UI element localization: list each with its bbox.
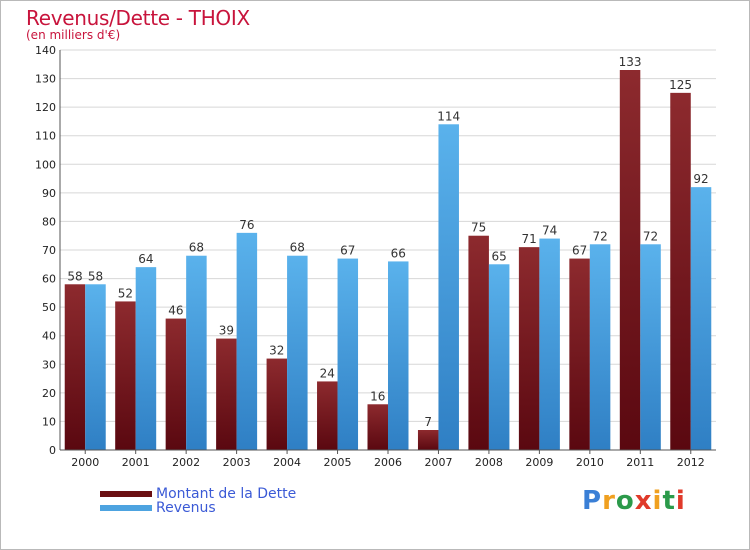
- data-label-debt-2006: 16: [370, 389, 385, 403]
- bar-revenus-2002: [186, 255, 207, 450]
- x-tick-label: 2002: [172, 456, 200, 469]
- bar-revenus-2010: [589, 244, 611, 450]
- y-tick-label: 40: [42, 330, 56, 343]
- x-tick-label: 2001: [122, 456, 150, 469]
- bar-revenus-2005: [337, 258, 359, 450]
- y-tick-label: 10: [42, 415, 56, 428]
- data-label-revenus-2011: 72: [643, 229, 658, 243]
- legend-item-revenus: Revenus: [100, 500, 216, 516]
- y-tick-label: 90: [42, 187, 56, 200]
- bar-debt-2010: [569, 258, 590, 450]
- x-tick-label: 2012: [677, 456, 705, 469]
- bar-revenus-2012: [690, 187, 712, 450]
- data-label-debt-2004: 32: [269, 344, 284, 358]
- x-tick-label: 2006: [374, 456, 402, 469]
- proxiti-logo: Proxiti: [582, 486, 686, 516]
- bar-debt-2006: [367, 404, 388, 450]
- bar-debt-2001: [115, 301, 136, 450]
- logo-letter: P: [582, 486, 603, 516]
- x-tick-label: 2004: [273, 456, 301, 469]
- logo-letter: r: [602, 486, 616, 516]
- data-label-debt-2008: 75: [471, 221, 486, 235]
- chart-subtitle: (en milliers d'€): [26, 28, 121, 42]
- y-tick-label: 120: [35, 101, 56, 114]
- bar-debt-2002: [165, 318, 187, 450]
- y-tick-label: 100: [35, 158, 56, 171]
- bar-debt-2007: [417, 430, 439, 450]
- x-tick-label: 2005: [324, 456, 352, 469]
- data-label-revenus-2002: 68: [189, 241, 204, 255]
- bar-revenus-2004: [287, 255, 308, 450]
- bar-revenus-2009: [539, 238, 560, 450]
- data-label-debt-2001: 52: [118, 286, 133, 300]
- logo-letter: i: [652, 486, 663, 516]
- y-tick-label: 0: [49, 444, 56, 457]
- bar-debt-2009: [518, 247, 540, 450]
- legend-swatch-debt: [100, 491, 152, 497]
- data-label-revenus-2004: 68: [290, 241, 305, 255]
- bar-revenus-2000: [85, 284, 106, 450]
- data-label-revenus-2012: 92: [693, 172, 708, 186]
- x-tick-label: 2009: [525, 456, 553, 469]
- data-label-revenus-2001: 64: [138, 252, 153, 266]
- legend-item-debt: Montant de la Dette: [100, 486, 297, 502]
- x-tick-label: 2008: [475, 456, 503, 469]
- y-tick-label: 30: [42, 358, 56, 371]
- bar-debt-2000: [64, 284, 86, 450]
- data-label-revenus-2010: 72: [592, 229, 607, 243]
- legend-swatch-revenus: [100, 505, 152, 511]
- bar-debt-2005: [317, 381, 338, 450]
- y-tick-label: 60: [42, 273, 56, 286]
- bar-debt-2008: [468, 235, 489, 450]
- data-label-debt-2010: 67: [572, 244, 587, 258]
- data-label-revenus-2000: 58: [88, 269, 103, 283]
- bar-debt-2004: [266, 358, 288, 450]
- y-tick-label: 140: [35, 44, 56, 57]
- data-label-revenus-2005: 67: [340, 244, 355, 258]
- y-tick-label: 130: [35, 73, 56, 86]
- x-tick-label: 2007: [424, 456, 452, 469]
- data-label-debt-2007: 7: [424, 415, 432, 429]
- legend-label-revenus: Revenus: [156, 500, 216, 516]
- bar-revenus-2006: [388, 261, 409, 450]
- data-label-revenus-2006: 66: [391, 246, 406, 260]
- y-tick-label: 80: [42, 215, 56, 228]
- data-label-revenus-2003: 76: [239, 218, 254, 232]
- y-tick-label: 110: [35, 130, 56, 143]
- logo-letter: x: [634, 486, 653, 516]
- bar-revenus-2001: [135, 267, 157, 450]
- data-label-debt-2005: 24: [320, 366, 335, 380]
- x-tick-label: 2000: [71, 456, 99, 469]
- x-tick-label: 2011: [626, 456, 654, 469]
- bar-debt-2011: [619, 70, 641, 450]
- logo-letter: o: [615, 486, 635, 516]
- y-tick-label: 20: [42, 387, 56, 400]
- y-tick-label: 70: [42, 244, 56, 257]
- x-tick-label: 2003: [223, 456, 251, 469]
- data-label-revenus-2007: 114: [437, 109, 460, 123]
- data-label-revenus-2008: 65: [492, 249, 507, 263]
- legend-label-debt: Montant de la Dette: [156, 486, 297, 502]
- logo-letter: i: [675, 486, 686, 516]
- chart-title: Revenus/Dette - THOIX: [26, 6, 250, 30]
- data-label-debt-2003: 39: [219, 324, 234, 338]
- data-label-debt-2011: 133: [619, 55, 642, 69]
- x-tick-label: 2010: [576, 456, 604, 469]
- bar-revenus-2007: [438, 124, 459, 451]
- data-label-debt-2000: 58: [67, 269, 82, 283]
- bar-debt-2012: [670, 92, 691, 450]
- bar-revenus-2011: [640, 244, 661, 450]
- logo-letter: t: [662, 486, 676, 516]
- bar-revenus-2008: [488, 264, 510, 450]
- data-label-revenus-2009: 74: [542, 224, 557, 238]
- data-label-debt-2012: 125: [669, 78, 692, 92]
- bar-debt-2003: [216, 338, 237, 450]
- y-tick-label: 50: [42, 301, 56, 314]
- bar-revenus-2003: [236, 232, 258, 450]
- data-label-debt-2009: 71: [521, 232, 536, 246]
- data-label-debt-2002: 46: [168, 304, 183, 318]
